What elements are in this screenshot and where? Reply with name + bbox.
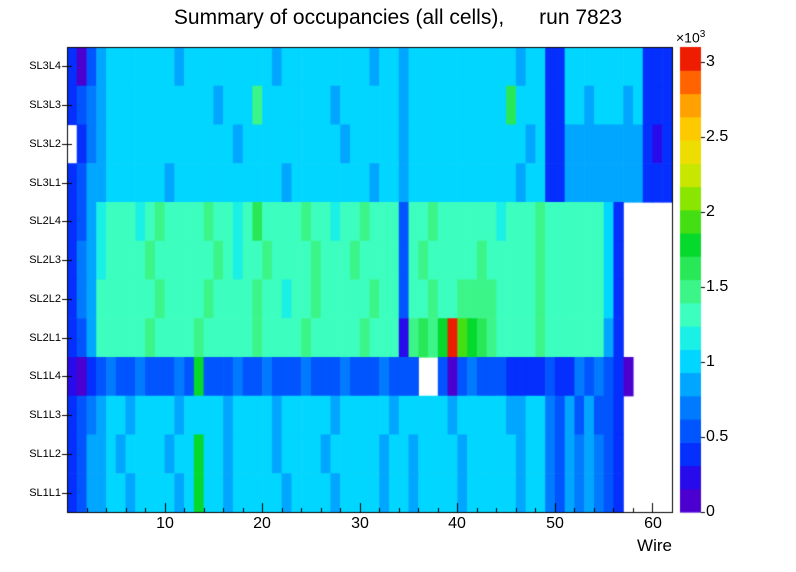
exponent-power: 3 bbox=[699, 29, 706, 40]
plot-title: Summary of occupancies (all cells), run … bbox=[173, 6, 623, 29]
exponent-base: ×10 bbox=[676, 29, 700, 46]
x-tick-label: 30 bbox=[351, 515, 369, 532]
x-tick-label: 40 bbox=[448, 515, 466, 532]
colorbar-tick-label: 2 bbox=[706, 203, 715, 220]
y-axis-label: SL1L4 bbox=[29, 370, 61, 382]
colorbar-tick-label: 1 bbox=[706, 353, 715, 370]
x-tick-label: 10 bbox=[156, 515, 174, 532]
colorbar-tick-label: 3 bbox=[706, 53, 715, 70]
colorbar-tick-label: 0 bbox=[706, 503, 715, 520]
y-axis-label: SL2L2 bbox=[29, 293, 61, 305]
colorbar-tick-label: 1.5 bbox=[706, 278, 729, 295]
y-axis-label: SL1L1 bbox=[29, 487, 61, 499]
x-tick-label: 50 bbox=[546, 515, 564, 532]
colorbar-tick-label: 0.5 bbox=[706, 428, 729, 445]
y-axis-label: SL2L1 bbox=[29, 332, 61, 344]
y-axis-label: SL3L3 bbox=[29, 99, 61, 111]
colorbar-tick-label: 2.5 bbox=[706, 128, 729, 145]
colorbar-exponent-label: ×103 bbox=[676, 29, 705, 46]
y-axis-label: SL2L4 bbox=[29, 215, 61, 227]
y-axis-label: SL1L3 bbox=[29, 409, 61, 421]
y-axis-label: SL3L2 bbox=[29, 138, 61, 150]
x-axis-title: Wire bbox=[637, 536, 672, 555]
y-axis-label: SL2L3 bbox=[29, 254, 61, 266]
x-tick-label: 20 bbox=[253, 515, 271, 532]
y-axis-label: SL3L1 bbox=[29, 177, 61, 189]
x-tick-label: 60 bbox=[644, 515, 662, 532]
y-axis-label: SL3L4 bbox=[29, 60, 61, 72]
y-axis-label: SL1L2 bbox=[29, 448, 61, 460]
